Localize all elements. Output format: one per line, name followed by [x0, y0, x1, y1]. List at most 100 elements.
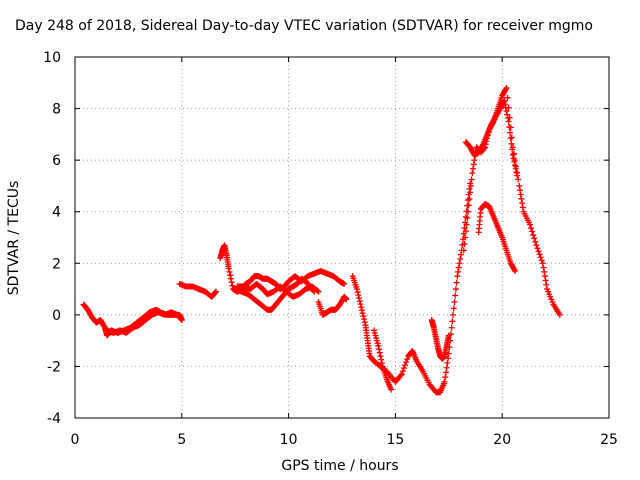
y-tick-label: 6 — [52, 153, 61, 169]
data-point — [464, 215, 471, 222]
data-point — [212, 288, 219, 295]
data-point — [212, 289, 219, 296]
y-tick-label: 2 — [52, 256, 61, 272]
data-point — [501, 97, 508, 104]
data-point — [512, 162, 519, 169]
data-point — [462, 234, 469, 241]
data-point — [442, 369, 449, 376]
data-point — [452, 292, 459, 299]
data-point — [526, 221, 533, 228]
data-point — [514, 172, 521, 179]
data-point — [541, 273, 548, 280]
data-point — [513, 169, 520, 176]
data-point — [479, 142, 486, 149]
data-point — [470, 165, 477, 172]
data-point — [399, 368, 406, 375]
data-point — [515, 176, 522, 183]
y-tick-label: -4 — [47, 411, 61, 427]
data-point — [542, 277, 549, 284]
data-point — [519, 204, 526, 211]
data-point — [503, 84, 510, 91]
data-point — [355, 292, 362, 299]
data-point — [556, 311, 563, 318]
data-point — [354, 289, 361, 296]
data-point — [504, 115, 511, 122]
data-point — [531, 235, 538, 242]
y-tick-label: 4 — [52, 205, 61, 221]
data-point — [507, 129, 514, 136]
data-point — [360, 313, 367, 320]
x-tick-label: 25 — [600, 432, 618, 448]
data-point — [511, 266, 518, 273]
data-point — [462, 228, 469, 235]
data-point — [375, 342, 382, 349]
data-point — [532, 238, 539, 245]
data-point — [228, 279, 235, 286]
data-point — [502, 86, 509, 93]
data-point — [467, 189, 474, 196]
x-axis-label: GPS time / hours — [281, 458, 399, 474]
data-point — [518, 195, 525, 202]
series-segment-8 — [349, 180, 474, 396]
data-point — [516, 182, 523, 189]
data-point — [357, 301, 364, 308]
series-segment-6 — [234, 280, 322, 300]
data-point — [229, 282, 236, 289]
series-segment-2 — [104, 309, 185, 336]
data-point — [358, 307, 365, 314]
data-point — [507, 135, 514, 142]
data-point — [441, 378, 448, 385]
data-point — [453, 279, 460, 286]
data-point — [178, 316, 185, 323]
data-point — [529, 228, 536, 235]
data-point — [359, 310, 366, 317]
data-point — [455, 264, 462, 271]
data-point — [356, 295, 363, 302]
data-point — [502, 101, 509, 108]
data-point — [465, 197, 472, 204]
x-tick-label: 20 — [493, 432, 511, 448]
x-tick-label: 5 — [177, 432, 186, 448]
data-point — [227, 272, 234, 279]
data-point — [463, 221, 470, 228]
series-segment-13 — [475, 200, 519, 275]
data-point — [539, 260, 546, 267]
data-point — [227, 275, 234, 282]
x-tick-label: 15 — [386, 432, 404, 448]
data-point — [465, 202, 472, 209]
data-point — [517, 187, 523, 194]
data-point — [361, 316, 368, 323]
data-point — [512, 268, 519, 275]
series-segment-3 — [176, 280, 219, 300]
x-tick-label: 0 — [71, 432, 80, 448]
data-point — [508, 134, 515, 141]
data-point — [462, 213, 469, 220]
data-point — [445, 332, 452, 339]
data-point — [508, 140, 515, 147]
data-point — [512, 165, 519, 172]
data-point — [504, 111, 511, 118]
data-point — [457, 255, 464, 262]
data-point — [528, 225, 535, 232]
series-segment-1 — [80, 301, 185, 339]
data-point — [378, 356, 385, 363]
data-point — [377, 353, 384, 360]
data-point — [505, 118, 512, 125]
data-point — [503, 108, 510, 115]
y-tick-label: 8 — [52, 102, 61, 118]
data-point — [468, 176, 475, 183]
data-point — [402, 362, 409, 369]
data-point — [398, 371, 405, 378]
data-point — [465, 208, 472, 215]
data-point — [456, 260, 463, 267]
data-point — [511, 158, 518, 165]
data-point — [537, 254, 544, 261]
data-point — [341, 280, 348, 287]
data-point — [376, 349, 383, 356]
data-point — [536, 251, 543, 258]
data-point — [470, 161, 477, 168]
data-point — [461, 240, 468, 247]
data-point — [461, 225, 468, 232]
data-point — [452, 286, 459, 293]
y-tick-label: -2 — [47, 359, 61, 375]
